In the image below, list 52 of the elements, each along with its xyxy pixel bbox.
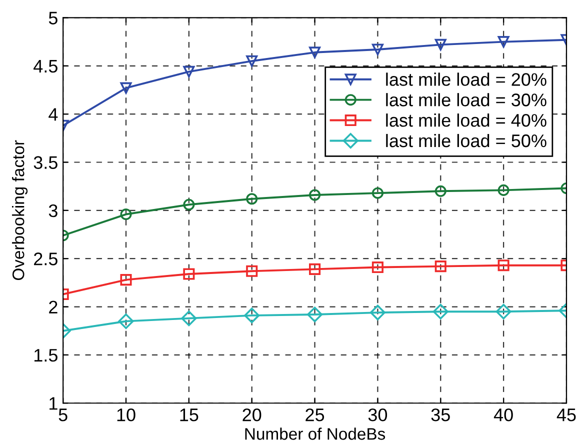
point	[498, 260, 510, 272]
legend-label: last mile load = 50%	[386, 134, 546, 148]
x-tick-label: 35	[431, 408, 450, 422]
point	[244, 308, 260, 324]
point	[309, 189, 321, 201]
x-tick-label: 25	[306, 408, 324, 422]
point	[120, 82, 132, 94]
y-tick-label: 1	[50, 397, 58, 410]
point	[496, 304, 512, 320]
y-tick-label: 2.5	[34, 252, 58, 266]
point	[183, 198, 195, 210]
point	[370, 304, 386, 320]
point	[183, 66, 195, 78]
point	[372, 262, 384, 274]
point	[118, 313, 134, 330]
point	[246, 55, 258, 67]
y-tick-label: 3.5	[34, 156, 58, 169]
legend-label: last mile load = 30%	[386, 93, 546, 106]
point	[434, 38, 446, 50]
point	[246, 265, 258, 277]
point	[309, 263, 321, 275]
y-tick-label: 3	[48, 204, 58, 218]
legend-label: last mile load = 20%	[386, 72, 546, 86]
x-axis-title: Number of NodeBs	[245, 428, 386, 440]
y-tick-label: 1.5	[34, 349, 58, 362]
point	[309, 46, 321, 58]
point	[434, 185, 446, 197]
legend-label: last mile load = 40%	[386, 114, 546, 127]
point	[372, 44, 384, 56]
point	[181, 310, 197, 326]
point	[246, 193, 258, 205]
point	[372, 187, 384, 199]
y-tick-label: 4	[48, 108, 58, 121]
x-tick-label: 10	[117, 408, 136, 422]
y-tick-label: 2	[49, 300, 58, 314]
x-tick-label: 40	[494, 408, 513, 422]
point	[498, 184, 510, 196]
x-tick-label: 45	[556, 408, 576, 422]
point	[120, 274, 132, 286]
y-axis-title: Overbooking factor	[12, 140, 28, 280]
x-tick-label: 15	[180, 408, 198, 422]
point	[120, 208, 132, 220]
y-tick-label: 5	[48, 12, 58, 24]
x-tick-label: 5	[58, 408, 68, 422]
x-tick-label: 20	[242, 408, 262, 422]
point	[498, 36, 510, 48]
y-tick-label: 4.5	[34, 60, 58, 73]
point	[183, 268, 195, 280]
point	[306, 306, 323, 322]
x-tick-label: 30	[368, 408, 388, 422]
point	[434, 260, 446, 272]
point	[432, 304, 448, 320]
